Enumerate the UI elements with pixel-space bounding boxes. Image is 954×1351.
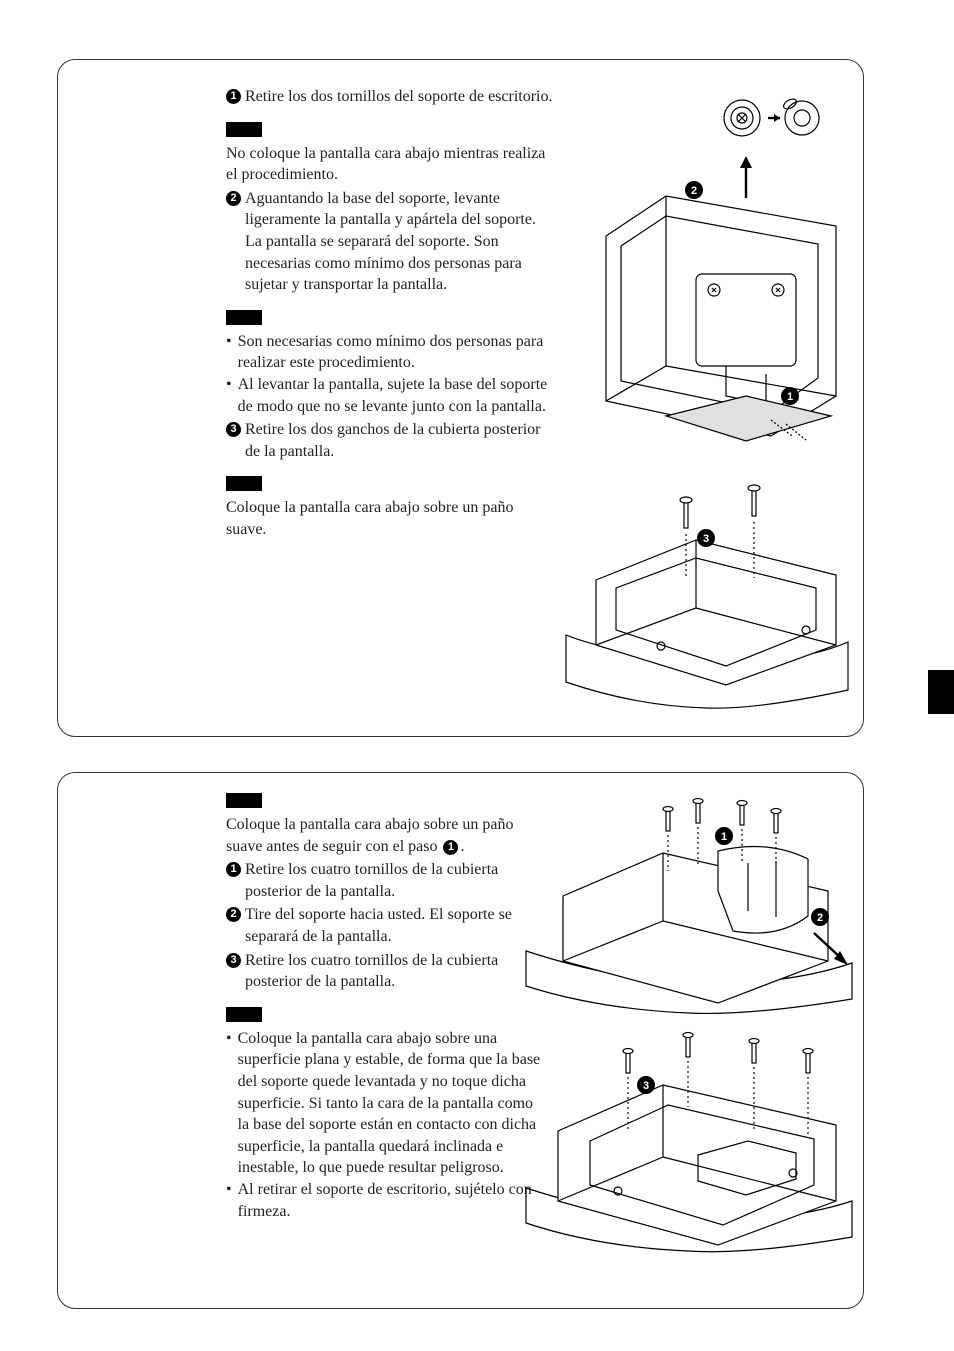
illustration-panel-facedown-top: 3	[556, 460, 856, 725]
svg-text:3: 3	[703, 533, 709, 545]
notice-bar	[226, 476, 262, 491]
intro-a: Coloque la pantalla cara abajo sobre un …	[226, 816, 513, 855]
illustration-remove-stand: 1 2	[518, 791, 858, 1016]
svg-text:2: 2	[691, 185, 697, 197]
notice-bar	[226, 1007, 262, 1022]
bullet-1-icon: 1	[226, 862, 241, 877]
intro-b: .	[460, 838, 464, 855]
svg-text:1: 1	[787, 391, 793, 403]
step-b1-text: Retire los cuatro tornillos de la cubier…	[245, 859, 542, 902]
illustration-rear-cover-screws: 3	[518, 1023, 858, 1258]
text-column-top: 1 Retire los dos tornillos del soporte d…	[226, 84, 556, 541]
page-edge-tab	[928, 670, 954, 714]
illustration-tv-stand: 2 1	[556, 78, 856, 478]
step-2: 2 Aguantando la base del soporte, levant…	[226, 188, 556, 296]
svg-text:3: 3	[643, 1080, 649, 1092]
text-column-bottom: Coloque la pantalla cara abajo sobre un …	[226, 793, 542, 1222]
intro-text: Coloque la pantalla cara abajo sobre un …	[226, 814, 542, 857]
panel-top: 1 Retire los dos tornillos del soporte d…	[57, 59, 864, 737]
warning-2: Coloque la pantalla cara abajo sobre un …	[226, 497, 556, 540]
note-1-1: Son necesarias como mínimo dos personas …	[238, 331, 556, 374]
bullet-2-icon: 2	[226, 907, 241, 922]
bullet-3-icon: 3	[226, 953, 241, 968]
notice-bar	[226, 122, 262, 137]
bullet-3-icon: 3	[226, 422, 241, 437]
svg-text:1: 1	[721, 831, 727, 843]
bullet-1-icon: 1	[226, 89, 241, 104]
bullet-inline-1-icon: 1	[443, 840, 458, 855]
step-b3-text: Retire los cuatro tornillos de la cubier…	[245, 950, 542, 993]
step-b1: 1 Retire los cuatro tornillos de la cubi…	[226, 859, 542, 902]
step-1-text: Retire los dos tornillos del soporte de …	[245, 86, 556, 108]
step-3-text: Retire los dos ganchos de la cubierta po…	[245, 419, 556, 462]
svg-text:2: 2	[817, 912, 823, 924]
notes-list-1: Son necesarias como mínimo dos personas …	[226, 331, 556, 417]
notice-bar	[226, 310, 262, 325]
notes-list-2: Coloque la pantalla cara abajo sobre una…	[226, 1028, 542, 1222]
warning-1: No coloque la pantalla cara abajo mientr…	[226, 143, 556, 186]
note-2-2: Al retirar el soporte de escritorio, suj…	[238, 1179, 542, 1222]
step-b3: 3 Retire los cuatro tornillos de la cubi…	[226, 950, 542, 993]
note-1-2: Al levantar la pantalla, sujete la base …	[238, 374, 556, 417]
step-b2: 2 Tire del soporte hacia usted. El sopor…	[226, 904, 542, 947]
notice-bar	[226, 793, 262, 808]
bullet-2-icon: 2	[226, 191, 241, 206]
step-2-text: Aguantando la base del soporte, levante …	[245, 188, 556, 296]
panel-bottom: Coloque la pantalla cara abajo sobre un …	[57, 772, 864, 1309]
step-b2-text: Tire del soporte hacia usted. El soporte…	[245, 904, 542, 947]
step-1: 1 Retire los dos tornillos del soporte d…	[226, 86, 556, 108]
step-3: 3 Retire los dos ganchos de la cubierta …	[226, 419, 556, 462]
note-2-1: Coloque la pantalla cara abajo sobre una…	[238, 1028, 542, 1179]
